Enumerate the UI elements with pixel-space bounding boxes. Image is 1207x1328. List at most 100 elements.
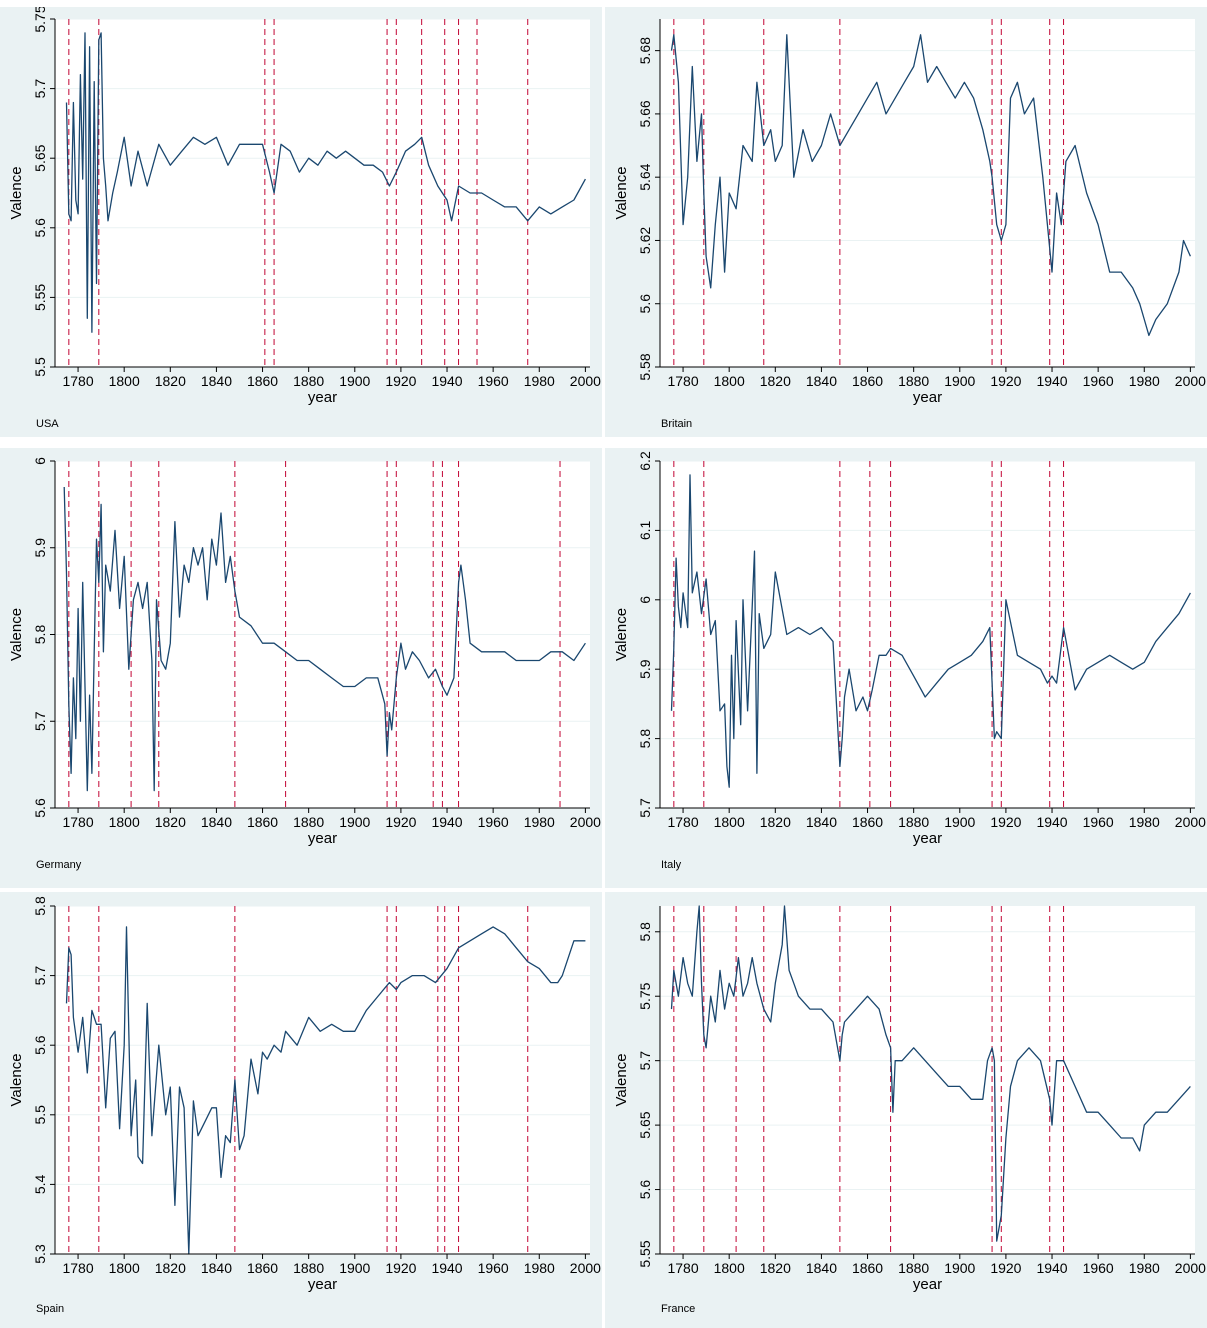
y-tick-label-france-2: 5.65 [637, 1111, 653, 1138]
x-axis-title-france: year [913, 1276, 942, 1293]
x-tick-label-spain-10: 1980 [524, 1260, 555, 1276]
x-tick-label-germany-9: 1960 [478, 814, 509, 830]
x-tick-label-italy-8: 1940 [1036, 814, 1067, 830]
y-tick-label-france-1: 5.6 [637, 1180, 653, 1200]
y-tick-label-usa-2: 5.6 [32, 218, 48, 238]
chart-panel-spain: 1780 1800 1820 1840 1860 1880 1900 1920 1940 1960… [0, 892, 602, 1328]
x-tick-label-italy-2: 1820 [760, 814, 791, 830]
x-tick-label-britain-3: 1840 [806, 373, 837, 389]
chart-caption-germany: Germany [36, 859, 82, 871]
y-tick-label-spain-1: 5.4 [32, 1174, 48, 1194]
x-tick-label-germany-7: 1920 [385, 814, 416, 830]
x-tick-label-britain-5: 1880 [898, 373, 929, 389]
series-line-usa-0 [65, 32, 586, 333]
x-tick-label-germany-2: 1820 [155, 814, 186, 830]
y-tick-label-spain-3: 5.6 [32, 1035, 48, 1055]
y-tick-label-usa-4: 5.7 [32, 79, 48, 99]
x-tick-label-britain-10: 1980 [1129, 373, 1160, 389]
x-tick-label-france-7: 1920 [990, 1260, 1021, 1276]
x-tick-label-france-4: 1860 [852, 1260, 883, 1276]
x-tick-label-italy-10: 1980 [1129, 814, 1160, 830]
x-tick-label-britain-1: 1800 [714, 373, 745, 389]
plot-area-spain [55, 906, 590, 1254]
x-tick-label-germany-5: 1880 [293, 814, 324, 830]
chart-germany: 1780 1800 1820 1840 1860 1880 1900 1920 1940 1960… [8, 457, 601, 847]
series-line-britain-0 [670, 34, 1191, 337]
x-tick-label-usa-1: 1800 [109, 373, 140, 389]
y-tick-label-france-0: 5.55 [637, 1240, 653, 1267]
chart-france: 1780 1800 1820 1840 1860 1880 1900 1920 1940 1960… [613, 905, 1206, 1293]
x-tick-label-britain-8: 1940 [1036, 373, 1067, 389]
x-tick-label-italy-5: 1880 [898, 814, 929, 830]
x-tick-label-spain-9: 1960 [478, 1260, 509, 1276]
y-tick-label-spain-2: 5.5 [32, 1105, 48, 1125]
x-tick-label-france-0: 1780 [667, 1260, 698, 1276]
chart-spain: 1780 1800 1820 1840 1860 1880 1900 1920 1940 1960… [8, 896, 601, 1293]
x-tick-label-france-3: 1840 [806, 1260, 837, 1276]
y-tick-label-france-4: 5.75 [637, 982, 653, 1009]
plot-area-usa [55, 19, 590, 367]
y-tick-label-usa-5: 5.75 [32, 7, 48, 33]
x-tick-label-france-9: 1960 [1083, 1260, 1114, 1276]
y-tick-label-usa-3: 5.65 [32, 144, 48, 171]
chart-caption-usa: USA [36, 418, 59, 430]
x-tick-label-britain-7: 1920 [990, 373, 1021, 389]
x-tick-label-italy-0: 1780 [667, 814, 698, 830]
x-tick-label-usa-8: 1940 [431, 373, 462, 389]
plot-area-britain [660, 19, 1195, 367]
x-tick-label-usa-4: 1860 [247, 373, 278, 389]
x-axis-title-italy: year [913, 830, 942, 847]
x-tick-label-usa-6: 1900 [339, 373, 370, 389]
x-tick-label-spain-0: 1780 [62, 1260, 93, 1276]
x-tick-label-spain-6: 1900 [339, 1260, 370, 1276]
chart-panel-usa: 1780 1800 1820 1840 1860 1880 1900 1920 1940 1960… [0, 7, 602, 437]
y-tick-label-britain-5: 5.68 [637, 37, 653, 64]
x-tick-label-spain-3: 1840 [201, 1260, 232, 1276]
x-tick-label-britain-4: 1860 [852, 373, 883, 389]
x-tick-label-britain-0: 1780 [667, 373, 698, 389]
y-tick-label-france-3: 5.7 [637, 1051, 653, 1071]
y-tick-label-germany-2: 5.8 [32, 625, 48, 645]
x-tick-label-france-5: 1880 [898, 1260, 929, 1276]
x-tick-label-italy-1: 1800 [714, 814, 745, 830]
x-tick-label-italy-9: 1960 [1083, 814, 1114, 830]
chart-panel-france: 1780 1800 1820 1840 1860 1880 1900 1920 1940 1960… [605, 892, 1207, 1328]
x-tick-label-spain-7: 1920 [385, 1260, 416, 1276]
y-tick-label-spain-5: 5.8 [32, 896, 48, 916]
chart-usa: 1780 1800 1820 1840 1860 1880 1900 1920 1940 1960… [8, 7, 601, 406]
y-tick-label-spain-0: 5.3 [32, 1244, 48, 1264]
x-tick-label-germany-8: 1940 [431, 814, 462, 830]
y-tick-label-usa-0: 5.5 [32, 357, 48, 377]
chart-caption-france: France [661, 1303, 696, 1315]
x-tick-label-italy-3: 1840 [806, 814, 837, 830]
x-tick-label-britain-11: 2000 [1175, 373, 1206, 389]
x-tick-label-france-11: 2000 [1175, 1260, 1206, 1276]
y-axis-title-germany: Valence [8, 608, 25, 661]
y-tick-label-france-5: 5.8 [637, 922, 653, 942]
x-tick-label-britain-6: 1900 [944, 373, 975, 389]
x-axis-title-britain: year [913, 389, 942, 406]
chart-panel-germany: 1780 1800 1820 1840 1860 1880 1900 1920 1940 1960… [0, 448, 602, 888]
x-tick-label-usa-7: 1920 [385, 373, 416, 389]
y-tick-label-italy-4: 6.1 [637, 520, 653, 540]
y-tick-label-britain-4: 5.66 [637, 100, 653, 127]
y-tick-label-britain-0: 5.58 [637, 353, 653, 380]
chart-caption-spain: Spain [36, 1303, 65, 1315]
y-tick-label-germany-4: 6 [32, 457, 48, 465]
x-tick-label-usa-0: 1780 [62, 373, 93, 389]
series-line-spain-0 [65, 926, 586, 1255]
x-tick-label-britain-2: 1820 [760, 373, 791, 389]
x-tick-label-france-1: 1800 [714, 1260, 745, 1276]
chart-caption-italy: Italy [661, 859, 682, 871]
y-tick-label-italy-5: 6.2 [637, 451, 653, 471]
chart-panel-britain: 1780 1800 1820 1840 1860 1880 1900 1920 1940 1960… [605, 7, 1207, 437]
series-line-italy-0 [670, 474, 1191, 788]
x-axis-title-usa: year [308, 389, 337, 406]
x-axis-title-germany: year [308, 830, 337, 847]
chart-italy: 1780 1800 1820 1840 1860 1880 1900 1920 1940 1960… [613, 451, 1206, 847]
y-tick-label-spain-4: 5.7 [32, 966, 48, 986]
x-tick-label-france-2: 1820 [760, 1260, 791, 1276]
x-tick-label-germany-11: 2000 [570, 814, 601, 830]
x-tick-label-italy-4: 1860 [852, 814, 883, 830]
x-tick-label-usa-11: 2000 [570, 373, 601, 389]
